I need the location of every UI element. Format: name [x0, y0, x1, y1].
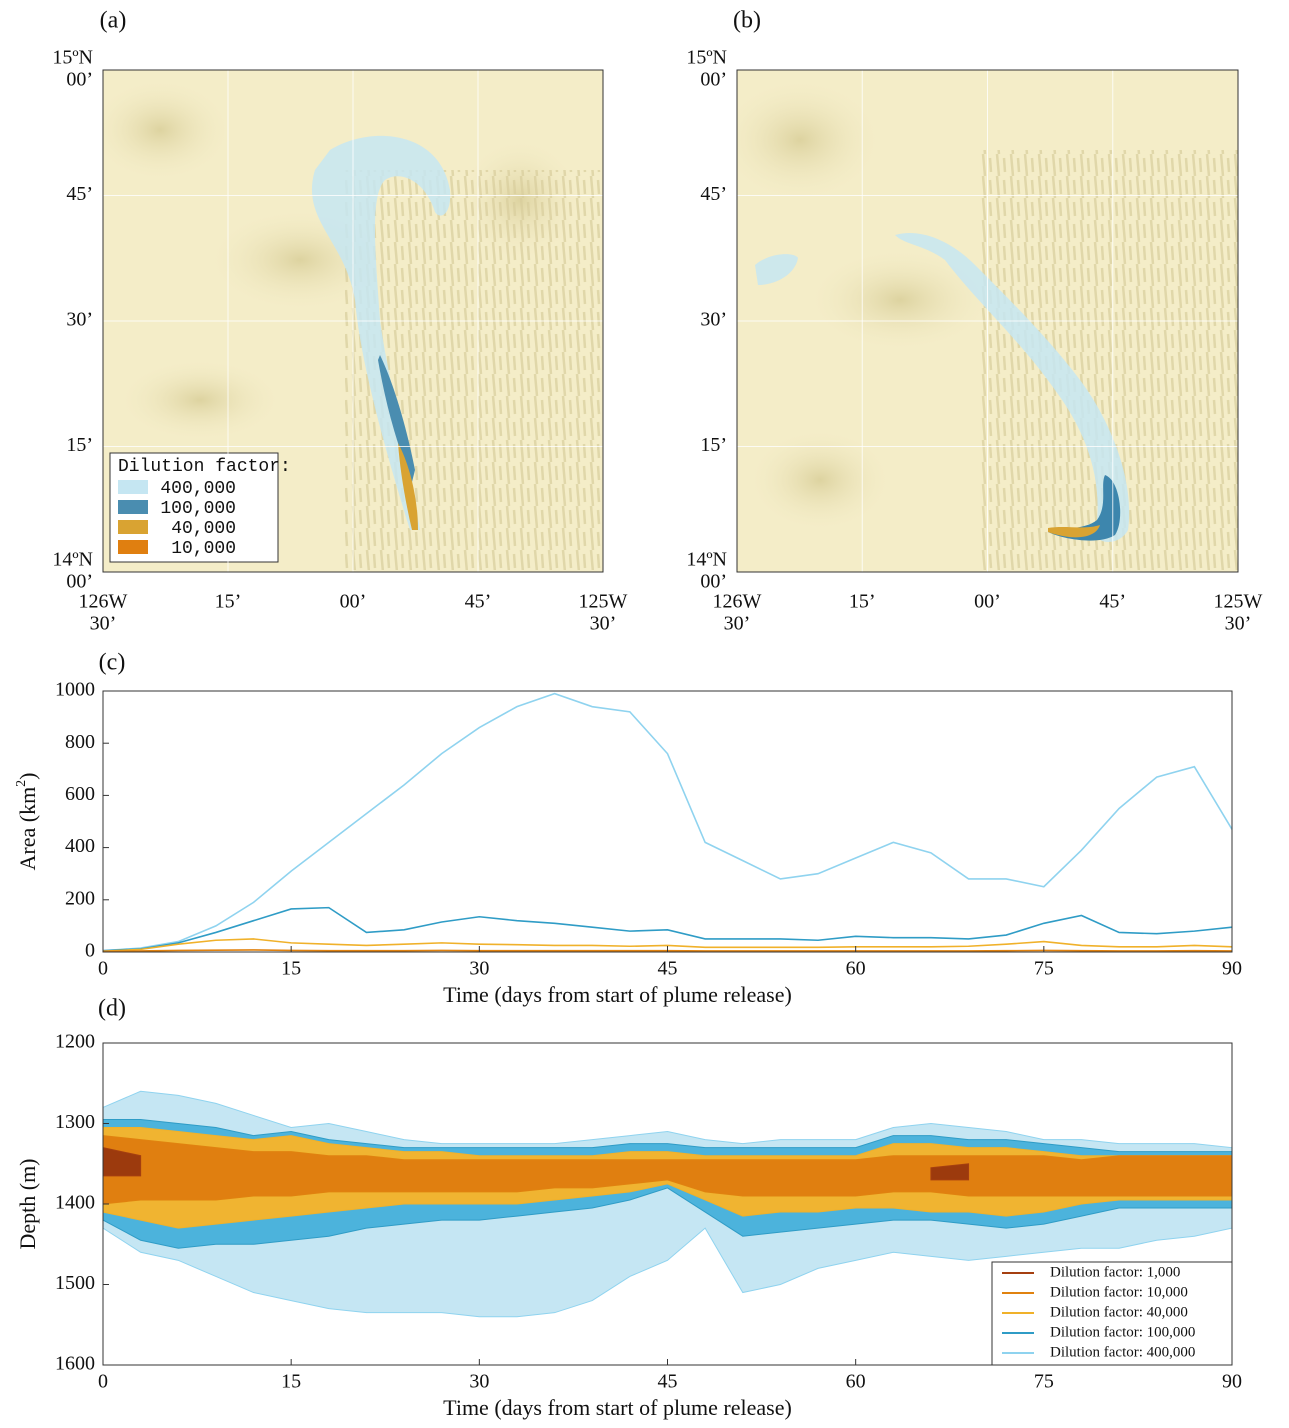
- legend-label: Dilution factor: 100,000: [1050, 1324, 1195, 1340]
- y-tick-label: 1300: [55, 1111, 95, 1133]
- map-x-tick-label: 45’: [465, 591, 492, 613]
- y-tick-label: 600: [65, 783, 95, 805]
- y-axis-title-part: Area (km: [15, 787, 40, 871]
- x-axis-title: Time (days from start of plume release): [443, 1395, 792, 1420]
- x-tick-label: 30: [469, 1371, 489, 1393]
- plot-frame: [103, 691, 1232, 952]
- map-x-tick-label: 125W: [579, 591, 628, 613]
- figure: (a)15ºN00’45’30’15’14ºN00’126W30’15’00’4…: [0, 0, 1289, 1428]
- map-y-tick-label: 45’: [700, 183, 727, 205]
- plot-area: [103, 694, 1232, 952]
- panel-label: (b): [733, 8, 761, 34]
- map-x-tick-label: 30’: [1225, 613, 1252, 635]
- map-x-tick-label: 45’: [1099, 591, 1126, 613]
- map-x-tick-label: 00’: [340, 591, 367, 613]
- data-line: [103, 694, 1232, 951]
- y-tick-label: 1200: [55, 1031, 95, 1053]
- map-x-tick-label: 30’: [90, 613, 117, 635]
- map-y-tick-label: 00’: [66, 571, 93, 593]
- legend-swatch: [118, 520, 148, 534]
- x-tick-label: 90: [1222, 1371, 1242, 1393]
- y-tick-label: 1400: [55, 1192, 95, 1214]
- legend-swatch: [118, 500, 148, 514]
- map-y-tick-label: 00’: [66, 69, 93, 91]
- legend-swatch: [118, 540, 148, 554]
- legend-label: Dilution factor: 1,000: [1050, 1264, 1180, 1280]
- y-axis-title: Area (km2): [14, 772, 40, 870]
- y-tick-label: 200: [65, 887, 95, 909]
- map-y-tick-label: 15ºN: [686, 47, 727, 69]
- x-axis-title: Time (days from start of plume release): [443, 982, 792, 1007]
- x-tick-label: 15: [281, 958, 301, 980]
- map-x-tick-label: 125W: [1214, 591, 1263, 613]
- y-axis-title-part: 2: [14, 780, 29, 787]
- x-tick-label: 0: [98, 958, 108, 980]
- y-axis-title-part: ): [15, 772, 40, 779]
- map-x-tick-label: 00’: [974, 591, 1001, 613]
- map-y-tick-label: 00’: [700, 69, 727, 91]
- legend-label: 40,000: [171, 519, 236, 539]
- legend-label: Dilution factor: 400,000: [1050, 1344, 1195, 1360]
- map-y-tick-label: 45’: [66, 183, 93, 205]
- legend-label: 400,000: [160, 479, 236, 499]
- map-x-tick-label: 30’: [590, 613, 617, 635]
- x-tick-label: 90: [1222, 958, 1242, 980]
- x-tick-label: 0: [98, 1371, 108, 1393]
- y-tick-label: 1600: [55, 1353, 95, 1375]
- legend-label: 100,000: [160, 499, 236, 519]
- x-tick-label: 75: [1034, 958, 1054, 980]
- legend-label: 10,000: [171, 539, 236, 559]
- x-tick-label: 75: [1034, 1371, 1054, 1393]
- map-x-tick-label: 126W: [713, 591, 762, 613]
- map-x-tick-label: 15’: [215, 591, 242, 613]
- x-tick-label: 60: [846, 1371, 866, 1393]
- y-tick-label: 400: [65, 835, 95, 857]
- x-tick-label: 45: [658, 958, 678, 980]
- map-x-tick-label: 15’: [849, 591, 876, 613]
- x-tick-label: 30: [469, 958, 489, 980]
- map-y-tick-label: 14ºN: [686, 549, 727, 571]
- y-axis-title: Depth (m): [15, 1158, 40, 1249]
- map-x-tick-label: 30’: [724, 613, 751, 635]
- y-tick-label: 1500: [55, 1272, 95, 1294]
- map-x-tick-label: 126W: [79, 591, 128, 613]
- legend-swatch: [118, 480, 148, 494]
- map-y-tick-label: 14ºN: [52, 549, 93, 571]
- y-tick-label: 1000: [55, 679, 95, 701]
- map-y-tick-label: 30’: [700, 309, 727, 331]
- map-y-tick-label: 15ºN: [52, 47, 93, 69]
- x-tick-label: 15: [281, 1371, 301, 1393]
- y-tick-label: 800: [65, 731, 95, 753]
- legend-title: Dilution factor:: [118, 457, 291, 477]
- x-tick-label: 60: [846, 958, 866, 980]
- panel-label: (c): [99, 650, 126, 676]
- map-y-tick-label: 15’: [66, 434, 93, 456]
- map-y-tick-label: 15’: [700, 434, 727, 456]
- y-tick-label: 0: [85, 940, 95, 962]
- map-y-tick-label: 00’: [700, 571, 727, 593]
- panel-label: (d): [98, 996, 126, 1022]
- x-tick-label: 45: [658, 1371, 678, 1393]
- legend-label: Dilution factor: 10,000: [1050, 1284, 1188, 1300]
- legend-label: Dilution factor: 40,000: [1050, 1304, 1188, 1320]
- panel-label: (a): [100, 8, 127, 34]
- map-y-tick-label: 30’: [66, 309, 93, 331]
